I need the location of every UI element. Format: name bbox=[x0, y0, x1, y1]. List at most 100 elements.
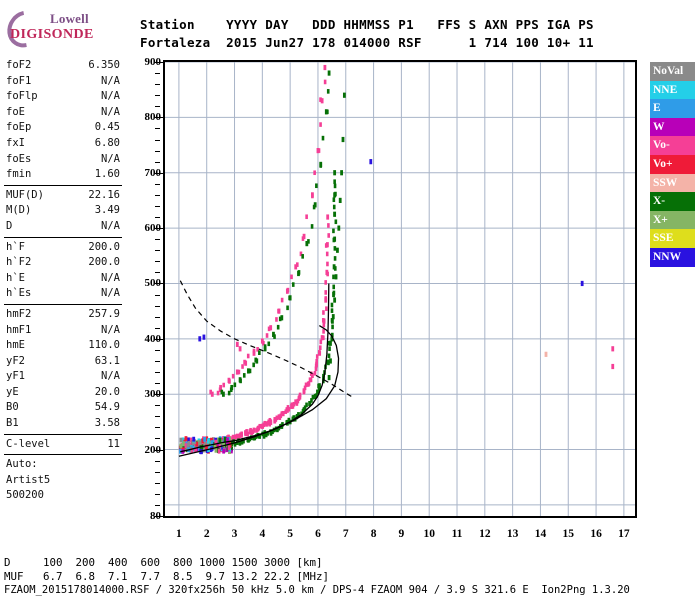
echo-point bbox=[324, 280, 327, 285]
legend-item-e[interactable]: E bbox=[650, 99, 695, 118]
echo-point bbox=[307, 239, 310, 244]
echo-point bbox=[190, 448, 194, 453]
param-row-foFlp: foFlp N/A bbox=[4, 89, 122, 105]
y-tick-label-800: 800 bbox=[144, 111, 162, 124]
y-major-tick bbox=[155, 338, 164, 340]
x-tick-label-14: 14 bbox=[534, 528, 547, 540]
true-height-profile-curve bbox=[180, 283, 330, 453]
echo-point bbox=[218, 387, 222, 393]
echo-point bbox=[184, 436, 188, 441]
series-2nd-hop-x-x- bbox=[222, 70, 331, 397]
echo-point bbox=[240, 431, 243, 437]
echo-point bbox=[317, 389, 320, 395]
logo-digisonde-text: DIGISONDE bbox=[10, 27, 94, 42]
legend-item-x[interactable]: X+ bbox=[650, 210, 695, 230]
series-isolated-sporadic-ssw- bbox=[544, 351, 548, 357]
echo-point bbox=[198, 440, 202, 446]
echo-point bbox=[191, 440, 195, 446]
echo-point bbox=[315, 358, 318, 364]
param-row-fmin: fmin 1.60 bbox=[4, 167, 122, 183]
echo-point bbox=[252, 348, 256, 354]
echo-point bbox=[186, 444, 190, 450]
echo-point bbox=[247, 438, 250, 443]
echo-point bbox=[369, 159, 373, 165]
echo-point bbox=[330, 308, 334, 313]
param-value: 3.49 bbox=[94, 204, 120, 217]
echo-point bbox=[277, 308, 280, 314]
y-minor-tick bbox=[155, 217, 160, 219]
echo-point bbox=[318, 345, 322, 350]
x-tick-label-9: 9 bbox=[398, 528, 405, 540]
echo-point bbox=[318, 383, 321, 388]
echo-point bbox=[234, 434, 237, 439]
footer-metadata: FZAOM_2015178014000.RSF / 320fx256h 50 k… bbox=[4, 584, 630, 596]
legend-item-sse[interactable]: SSE bbox=[650, 229, 695, 248]
y-minor-tick bbox=[155, 349, 160, 351]
auto-info-line: Artist5 bbox=[6, 473, 51, 486]
echo-point bbox=[281, 422, 284, 427]
x-tick-label-4: 4 bbox=[259, 528, 266, 540]
echo-point bbox=[333, 183, 337, 189]
echo-point bbox=[203, 441, 207, 447]
echo-point bbox=[207, 438, 210, 444]
y-minor-tick bbox=[155, 128, 160, 130]
echo-point bbox=[322, 310, 325, 315]
echo-point bbox=[309, 377, 313, 383]
echo-point bbox=[310, 224, 314, 229]
param-value: 6.350 bbox=[88, 59, 120, 71]
echo-point bbox=[332, 290, 336, 296]
echo-point bbox=[322, 329, 325, 334]
echo-point bbox=[287, 417, 291, 423]
legend-item-ssw[interactable]: SSW bbox=[650, 173, 695, 193]
lowell-digisonde-logo: Lowell DIGISONDE bbox=[0, 3, 118, 55]
legend-item-noval[interactable]: NoVal bbox=[650, 62, 695, 81]
echo-point bbox=[303, 385, 307, 391]
param-key: MUF(D) bbox=[6, 188, 44, 201]
echo-point bbox=[292, 401, 296, 407]
echo-point bbox=[326, 214, 330, 220]
echo-point bbox=[323, 64, 327, 71]
echo-point bbox=[233, 382, 237, 388]
y-major-tick bbox=[155, 449, 164, 451]
echo-point bbox=[189, 437, 193, 443]
param-row-fxI: fxI 6.80 bbox=[4, 136, 122, 152]
echo-point bbox=[263, 420, 267, 426]
param-value: 20.0 bbox=[94, 385, 120, 398]
echo-point bbox=[305, 214, 308, 220]
echo-point bbox=[246, 353, 250, 359]
echo-point bbox=[334, 219, 338, 225]
y-minor-tick bbox=[155, 471, 160, 473]
legend-item-nnw[interactable]: NNW bbox=[650, 247, 695, 267]
param-row-foF1: foF1 N/A bbox=[4, 74, 122, 90]
series-2nd-hop-o-vo- bbox=[210, 64, 327, 397]
y-minor-tick bbox=[155, 183, 160, 185]
legend-item-nne[interactable]: NNE bbox=[650, 80, 695, 100]
legend-item-vo[interactable]: Vo- bbox=[650, 136, 695, 155]
echo-point bbox=[312, 204, 316, 210]
echo-point bbox=[205, 444, 208, 450]
legend-item-w[interactable]: W bbox=[650, 117, 695, 137]
echo-point bbox=[226, 437, 229, 443]
echo-point bbox=[317, 148, 321, 153]
echo-point bbox=[342, 92, 346, 98]
y-major-tick bbox=[155, 172, 164, 174]
echo-point bbox=[327, 360, 330, 366]
legend-item-x[interactable]: X- bbox=[650, 192, 695, 211]
echo-point bbox=[211, 437, 215, 442]
echo-point bbox=[290, 274, 293, 280]
echo-point bbox=[321, 135, 325, 141]
echo-point bbox=[315, 183, 318, 189]
echo-point bbox=[309, 371, 313, 377]
echo-point bbox=[305, 402, 308, 408]
echo-point bbox=[248, 368, 252, 374]
echo-point bbox=[333, 266, 337, 271]
echo-point bbox=[213, 444, 217, 450]
echo-point bbox=[267, 341, 271, 347]
auto-info-line: 500200 bbox=[6, 489, 44, 502]
echo-point bbox=[227, 390, 231, 396]
param-value: 3.58 bbox=[94, 417, 120, 430]
header-line-1: Station YYYY DAY DDD HHMMSS P1 FFS S AXN… bbox=[140, 17, 594, 32]
echo-point bbox=[269, 420, 273, 426]
ionogram-plot[interactable] bbox=[163, 60, 637, 518]
legend-item-vo[interactable]: Vo+ bbox=[650, 154, 695, 174]
